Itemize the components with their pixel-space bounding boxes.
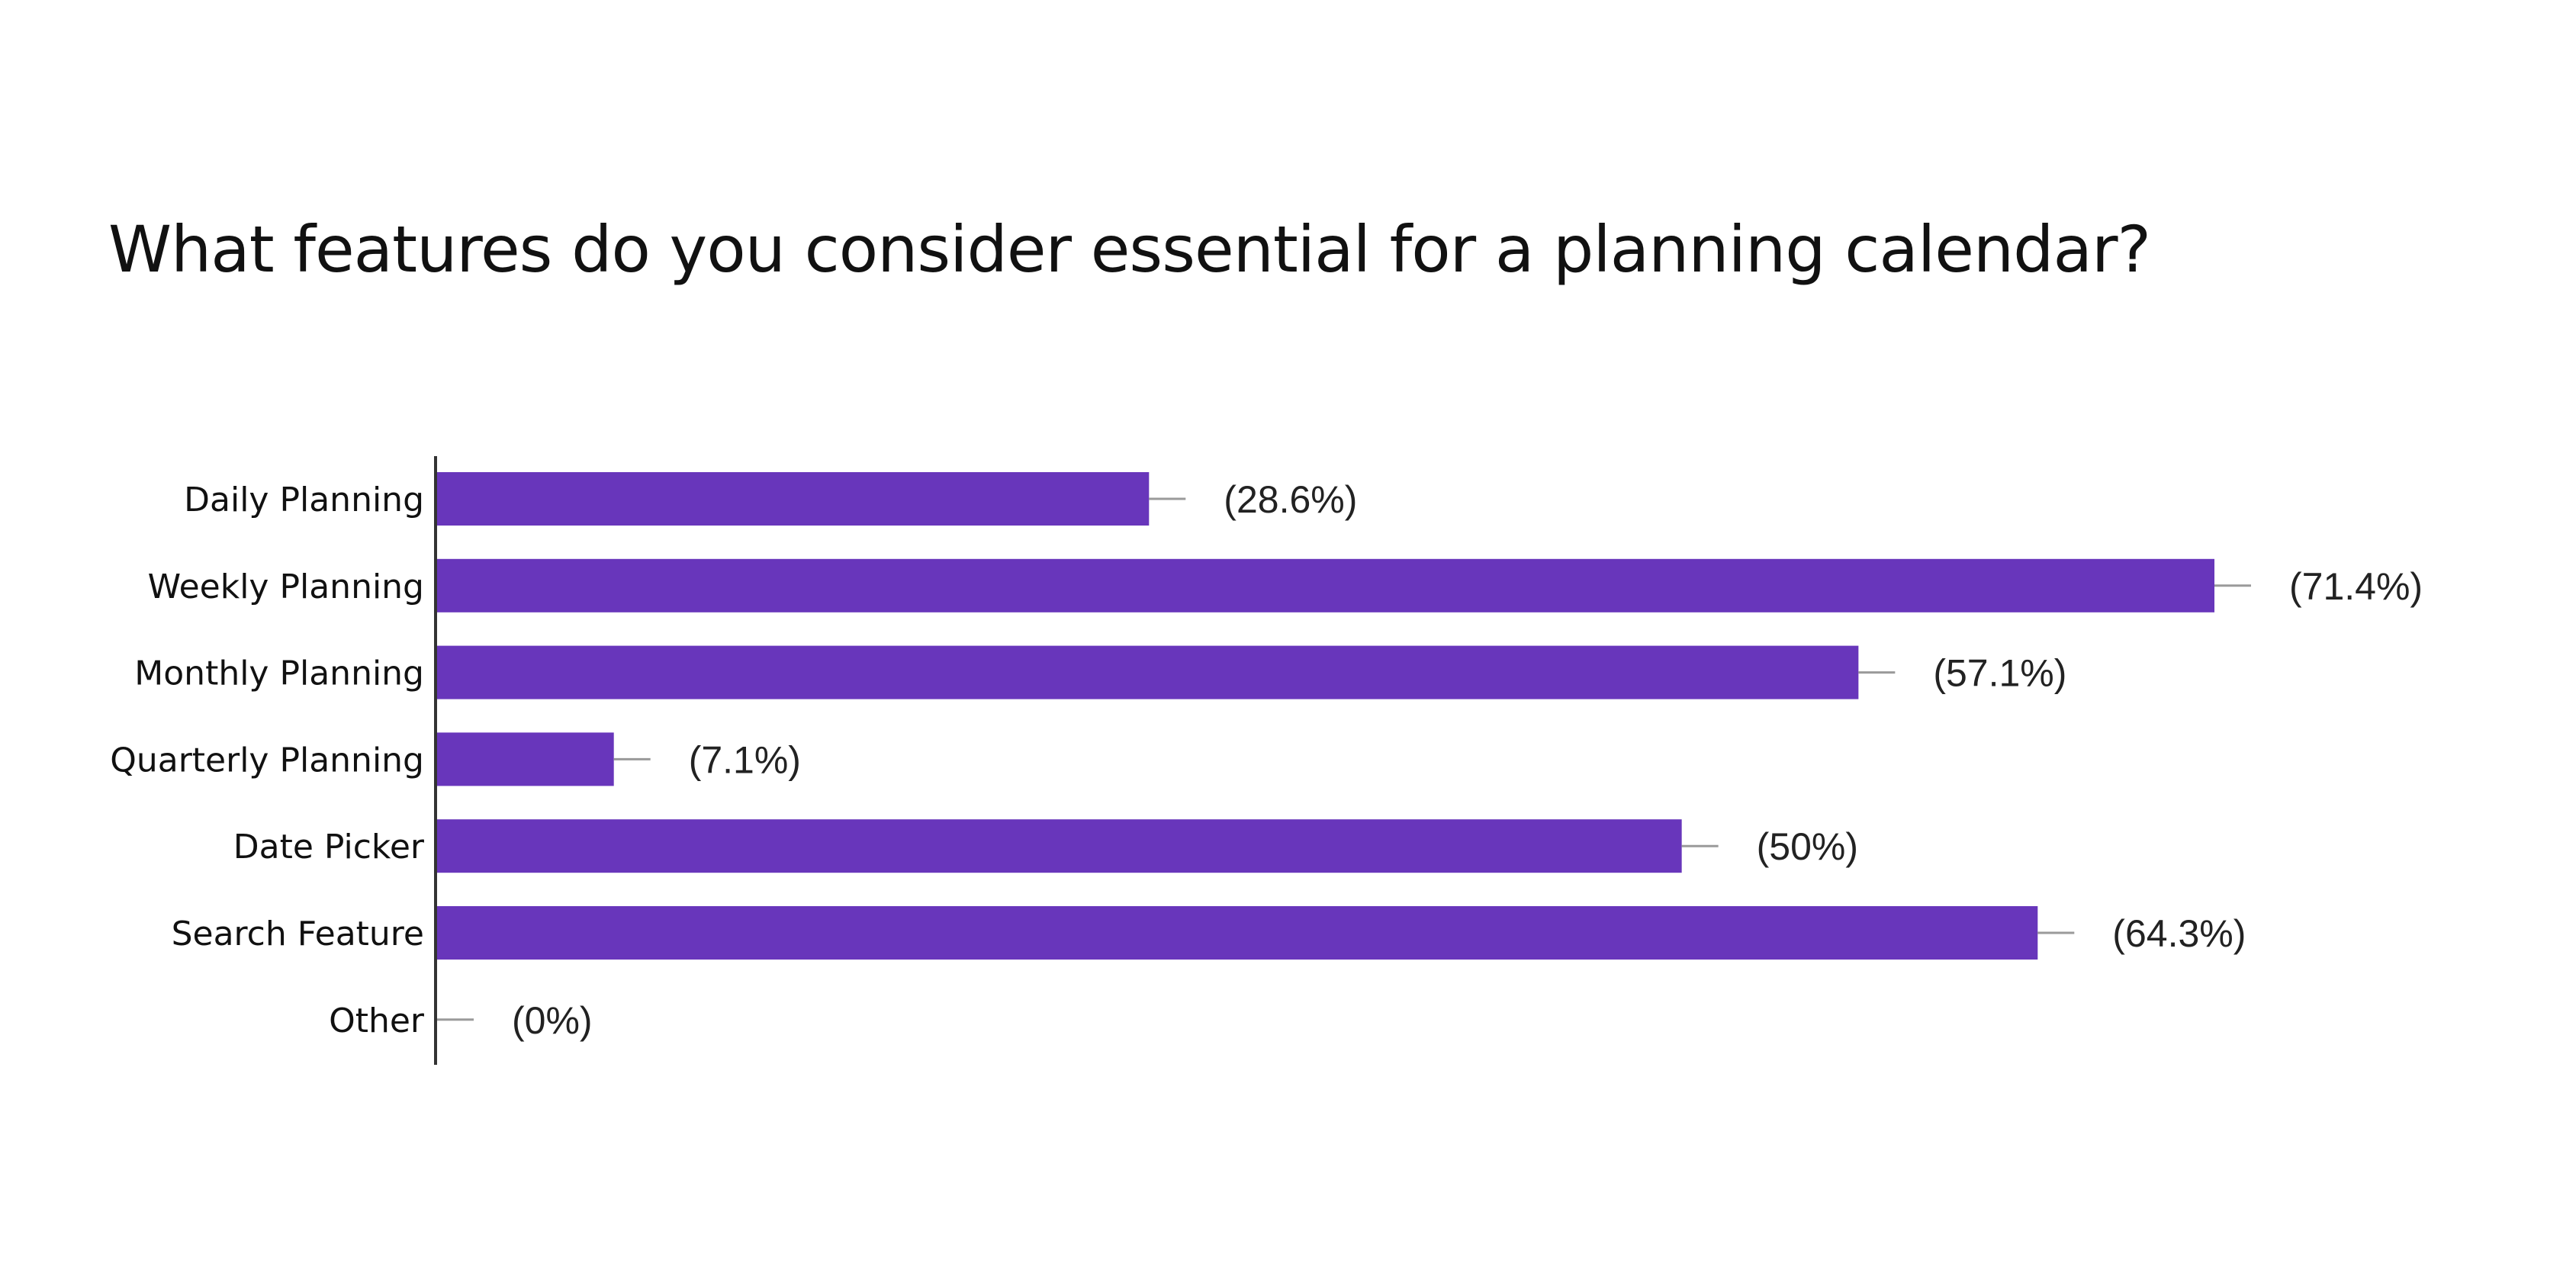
bar [437, 732, 614, 786]
category-label: Date Picker [233, 828, 425, 866]
category-label: Monthly Planning [134, 654, 424, 693]
value-label: (57.1%) [1933, 652, 2066, 695]
bar [437, 819, 1682, 873]
bar [437, 472, 1150, 526]
category-label: Quarterly Planning [110, 741, 424, 780]
value-label: (7.1%) [689, 738, 801, 781]
bar [437, 906, 2038, 960]
value-label: (0%) [512, 999, 593, 1042]
bar [437, 645, 1859, 699]
bars-layer: Daily Planning (28.6%) Weekly Planning (71.… [110, 472, 2423, 1042]
value-label: (64.3%) [2112, 912, 2246, 955]
chart-title: What features do you consider essential … [108, 212, 2151, 287]
value-label: (28.6%) [1224, 478, 1357, 521]
category-label: Other [329, 1001, 425, 1040]
bar [437, 558, 2214, 612]
category-label: Weekly Planning [148, 567, 424, 606]
category-label: Search Feature [172, 915, 424, 953]
value-label: (71.4%) [2289, 565, 2423, 608]
category-label: Daily Planning [184, 481, 424, 519]
value-label: (50%) [1757, 825, 1858, 868]
